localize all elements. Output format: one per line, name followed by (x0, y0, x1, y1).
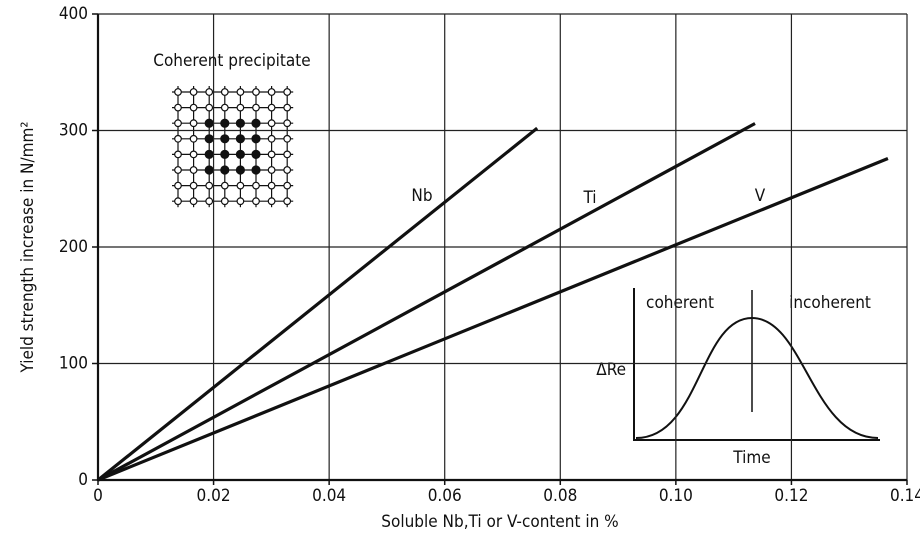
lattice-atom (252, 88, 260, 96)
lattice-atom (174, 150, 182, 159)
line-label: Ti (582, 188, 596, 208)
data-line (97, 156, 889, 482)
lattice-atom (283, 88, 292, 96)
y-tick-label: 200 (59, 237, 88, 257)
lattice-atom (251, 134, 261, 144)
lattice-atom (204, 149, 214, 159)
inset-y-label: ΔRe (596, 360, 626, 380)
lattice-atom (283, 119, 292, 128)
lattice-atom (236, 103, 245, 112)
lattice-atom (283, 134, 292, 143)
lattice-atom (220, 103, 229, 112)
x-tick-label: 0.10 (659, 486, 693, 506)
data-line (96, 126, 539, 482)
lattice-atom (220, 118, 230, 128)
lattice-atom (267, 150, 276, 159)
lattice-atom (220, 165, 230, 175)
lattice-atom (204, 165, 214, 175)
lattice-atom (174, 166, 182, 174)
lattice-atom (205, 181, 214, 190)
lattice-atom (220, 88, 229, 96)
lattice-atom (204, 134, 214, 144)
lattice-atom (189, 197, 198, 206)
lattice-atom (174, 119, 182, 128)
lattice-atom (220, 134, 230, 144)
line-label: V (755, 186, 766, 206)
lattice-atom (235, 149, 245, 159)
inset-axes (633, 288, 880, 441)
inset-curve (635, 316, 879, 439)
lattice-atom (236, 88, 245, 96)
lattice-atom (252, 103, 260, 112)
lattice-atom (267, 119, 276, 128)
inset: coherent incoherent ΔRe Time (596, 288, 880, 468)
lattice-atom (251, 118, 261, 128)
lattice-atom (205, 88, 214, 96)
lattice-atom (189, 103, 198, 112)
lattice-atom (252, 181, 260, 190)
inset-x-label: Time (732, 448, 770, 468)
inset-region-label: incoherent (789, 293, 871, 313)
x-tick-label: 0 (93, 486, 103, 506)
x-tick-label: 0.06 (428, 486, 462, 506)
lattice-atom (236, 181, 245, 190)
lattice-atom (189, 181, 198, 190)
lattice-atom (267, 181, 276, 190)
lattice-atom (252, 197, 260, 206)
lattice-atom (189, 150, 198, 159)
y-axis-label: Yield strength increase in N/mm² (18, 121, 38, 373)
x-tick-label: 0.14 (890, 486, 920, 506)
lattice-atom (251, 149, 261, 159)
x-tick-label: 0.04 (312, 486, 346, 506)
lattice-atom (189, 119, 198, 128)
y-tick-label: 400 (59, 4, 88, 24)
lattice-atom (267, 88, 276, 96)
x-axis-label: Soluble Nb,Ti or V-content in % (381, 512, 618, 532)
lattice-atom (235, 165, 245, 175)
lattice-atom (174, 88, 182, 96)
y-tick-label: 0 (78, 470, 88, 490)
lattice-atom (204, 118, 214, 128)
data-line (97, 122, 756, 482)
lattice-atom (236, 197, 245, 206)
x-tick-label: 0.02 (197, 486, 231, 506)
x-tick-label: 0.12 (774, 486, 808, 506)
lattice-atom (220, 197, 229, 206)
lattice-atom (283, 181, 292, 190)
lattice-atom (267, 134, 276, 143)
lattice-atom (205, 197, 214, 206)
lattice-atom (267, 166, 276, 174)
lattice-atom (251, 165, 261, 175)
lattice-atom (283, 150, 292, 159)
lattice-atom (189, 166, 198, 174)
lattice-atom (220, 181, 229, 190)
lattice-diagram (172, 86, 294, 208)
inset-region-label: coherent (646, 293, 714, 313)
lattice-atom (189, 134, 198, 143)
lattice-atom (205, 103, 214, 112)
lattice-atom (283, 197, 292, 206)
lattice-atom (283, 103, 292, 112)
lattice-atom (283, 166, 292, 174)
lattice-atom (220, 149, 230, 159)
lattice-atom (267, 197, 276, 206)
annotation: Coherent precipitate (153, 51, 310, 71)
lattice-atom (174, 103, 182, 112)
lattice-atom (174, 197, 182, 206)
lattice-atom (267, 103, 276, 112)
x-tick-label: 0.08 (543, 486, 577, 506)
lattice-atom (235, 118, 245, 128)
lattice-atom (174, 134, 182, 143)
lattice-atom (174, 181, 182, 190)
y-tick-label: 100 (59, 354, 88, 374)
lattice-atom (189, 88, 198, 96)
line-label: Nb (411, 186, 432, 206)
y-tick-label: 300 (59, 121, 88, 141)
lattice-atom (235, 134, 245, 144)
